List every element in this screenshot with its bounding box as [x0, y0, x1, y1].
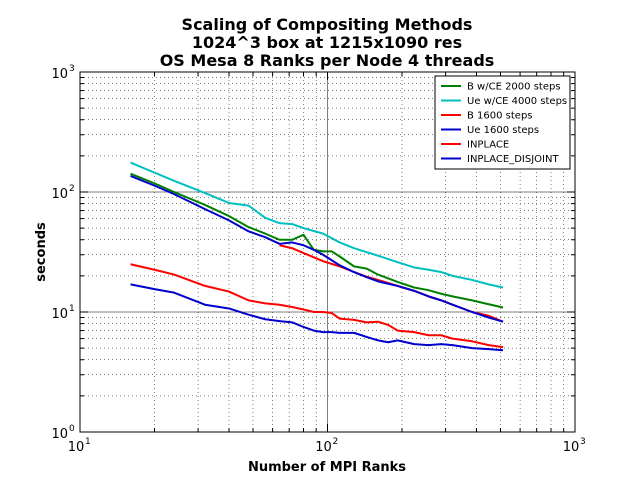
x-tick-label: 10: [315, 440, 332, 455]
x-axis-label: Number of MPI Ranks: [248, 460, 406, 475]
y-tick-label: 10: [51, 187, 68, 202]
chart-title-line-3: OS Mesa 8 Ranks per Node 4 threads: [160, 51, 495, 70]
y-axis-label: seconds: [34, 222, 49, 282]
series-line: [130, 263, 504, 349]
chart-title-line-2: 1024^3 box at 1215x1090 res: [192, 33, 462, 52]
y-tick-label: 10: [51, 67, 68, 82]
legend-entry-label: INPLACE: [467, 140, 509, 151]
x-tick-label: 10: [68, 440, 85, 455]
series-lines: [130, 161, 504, 352]
legend-box: [434, 75, 571, 170]
series-line: [130, 161, 504, 289]
series-line: [130, 175, 504, 323]
x-tick-label-exponent: 2: [333, 437, 339, 447]
series-line: [130, 172, 504, 309]
x-tick-label-exponent: 1: [85, 437, 91, 447]
y-tick-label-exponent: 3: [69, 64, 75, 74]
tick-marks: [79, 71, 576, 433]
y-tick-label: 10: [51, 427, 68, 442]
x-tick-label: 10: [563, 440, 580, 455]
chart-title-line-1: Scaling of Compositing Methods: [182, 15, 473, 34]
y-tick-label-exponent: 2: [69, 184, 75, 194]
y-tick-label: 10: [51, 307, 68, 322]
legend-entry-label: INPLACE_DISJOINT: [467, 154, 559, 165]
legend-entry-label: B w/CE 2000 steps: [467, 82, 561, 93]
x-tick-label-exponent: 3: [580, 437, 586, 447]
legend: B w/CE 2000 steps Ue w/CE 4000 steps B 160…: [434, 75, 571, 170]
y-tick-label-exponent: 1: [69, 304, 75, 314]
y-tick-label-exponent: 0: [69, 424, 75, 434]
series-line: [130, 283, 504, 352]
legend-entry-label: Ue 1600 steps: [467, 125, 539, 136]
legend-entry-label: B 1600 steps: [467, 111, 533, 122]
tick-labels: 10 1 10 2 10 310 010 110 210 3: [51, 64, 585, 455]
legend-entry-label: Ue w/CE 4000 steps: [467, 96, 567, 107]
